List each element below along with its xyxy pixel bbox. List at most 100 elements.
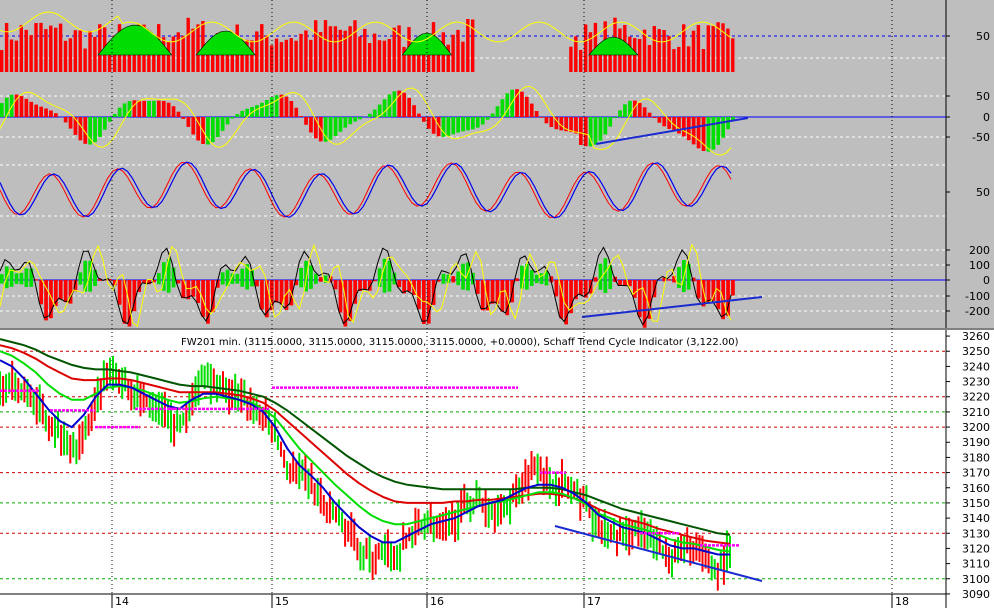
indicator-2-bar: [225, 117, 230, 125]
indicator-2-bar: [372, 109, 377, 117]
indicator-1-bar: [211, 39, 215, 72]
indicator-2-bar: [377, 104, 382, 117]
indicator-4-bar: [39, 280, 43, 305]
price-tick-label: 3110: [962, 558, 990, 571]
indicator-1-bar: [49, 25, 53, 73]
indicator-1-bar: [358, 36, 362, 72]
indicator-2-bar: [107, 117, 112, 122]
indicator-1-bar: [289, 38, 293, 72]
indicator-1-bar: [461, 41, 465, 72]
indicator-1-bar: [701, 49, 706, 72]
indicator-2-bar: [554, 117, 559, 130]
indicator-1-bar: [731, 38, 735, 72]
indicator-1-green-area: [588, 36, 639, 56]
indicator-1-bar: [323, 20, 328, 73]
indicator-4-bar: [14, 273, 19, 284]
indicator-4-bar: [83, 260, 88, 292]
indicator-4-bar: [382, 258, 387, 293]
indicator-2-bar: [510, 89, 514, 117]
indicator-4-bar: [456, 271, 460, 286]
indicator-4-bar: [240, 268, 245, 287]
indicator-2-bar: [255, 105, 259, 117]
indicator-2-bar: [34, 104, 38, 117]
indicator-1-bar: [240, 48, 244, 72]
indicator-4-bar: [0, 274, 4, 284]
indicator-2-bar: [117, 107, 122, 117]
indicator-4-bar: [230, 273, 235, 284]
indicator-2-bar: [539, 117, 544, 118]
indicator-4-bar: [706, 280, 711, 303]
indicator-1-bar: [14, 40, 19, 72]
indicator-4-bar: [333, 280, 338, 290]
indicator-1-bar: [422, 45, 426, 72]
indicator-1-bar: [574, 36, 578, 72]
indicator-2-bar: [623, 104, 627, 117]
indicator-4-bar: [647, 280, 652, 319]
indicator-4-bar: [176, 280, 181, 284]
indicator-2-bar: [451, 117, 456, 135]
indicator-1-bar: [333, 26, 338, 72]
indicator-2-bar: [721, 117, 725, 138]
indicator-2-bar: [127, 101, 132, 117]
indicator-1-bar: [363, 28, 367, 72]
indicator-1-bar: [343, 30, 347, 72]
indicator-2-bar: [485, 117, 490, 120]
indicator-2-bar: [603, 117, 608, 135]
indicator-2-bar: [63, 117, 68, 123]
indicator-2-bar: [652, 117, 657, 118]
indicator-2-bar: [142, 100, 146, 117]
indicator-4-bar: [206, 280, 210, 324]
indicator-2-bar: [701, 117, 706, 151]
indicator-1-bar: [682, 24, 686, 72]
indicator-2-bar: [407, 97, 411, 117]
indicator-1-bar: [677, 46, 681, 72]
indicator-4-bar: [731, 280, 735, 296]
indicator-4-bar: [539, 273, 544, 284]
indicator-2-bar: [78, 117, 83, 141]
indicator-2-bar: [29, 101, 34, 117]
indicator-4-bar: [363, 280, 367, 290]
indicator-4-bar: [152, 280, 156, 283]
indicator-2-bar: [83, 117, 88, 144]
indicator-2-bar: [358, 117, 362, 120]
indicator-1-bar: [4, 23, 9, 72]
indicator-2-bar: [24, 98, 29, 117]
indicator-1-bar: [230, 44, 234, 72]
indicator-4-bar: [397, 280, 402, 288]
indicator-2-bar: [49, 110, 53, 117]
indicator-4-bar: [436, 280, 441, 282]
indicator-1-bar: [29, 35, 33, 72]
indicator-1-bar: [588, 32, 593, 72]
time-tick-label: 18: [895, 595, 909, 608]
indicator-1-bar: [608, 40, 612, 72]
moving-average-line: [0, 350, 731, 553]
indicator-4-bar: [559, 280, 564, 319]
indicator-1-bar: [642, 29, 647, 72]
indicator-2-bar: [309, 117, 313, 133]
indicator-2-bar: [132, 100, 137, 117]
indicator-1-bar: [456, 29, 460, 72]
indicator-panel-1: [0, 11, 946, 73]
indicator-4-bar: [323, 275, 328, 283]
indicator-1-bar: [34, 23, 38, 72]
indicator-4-bar: [107, 279, 112, 281]
indicator-2-bar: [294, 107, 299, 117]
indicator-1-bar: [206, 44, 210, 72]
indicator-tick-label: 50: [976, 30, 990, 43]
indicator-2-bar: [348, 117, 353, 125]
indicator-2-bar: [495, 106, 500, 117]
indicator-2-bar: [0, 103, 4, 117]
indicator-tick-label: 0: [983, 274, 990, 287]
indicator-1-bar: [716, 22, 720, 72]
indicator-2-bar: [39, 106, 43, 117]
indicator-4-bar: [579, 280, 583, 295]
indicator-2-bar: [196, 117, 200, 141]
indicator-4-bar: [637, 280, 642, 318]
time-tick-label: 14: [115, 595, 129, 608]
indicator-2-bar: [137, 100, 142, 117]
indicator-4-bar: [446, 274, 451, 284]
indicator-1-bar: [647, 45, 652, 72]
indicator-tick-label: 0: [983, 111, 990, 124]
indicator-2-bar: [157, 100, 161, 117]
